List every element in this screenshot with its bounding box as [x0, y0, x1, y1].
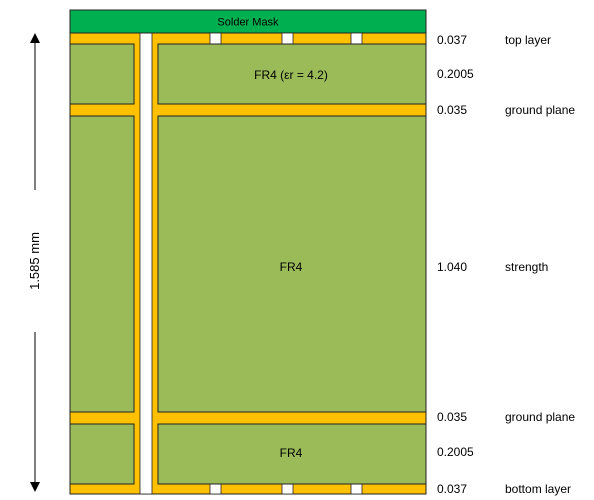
layer-thickness: 0.2005: [437, 445, 474, 459]
bottom-pad-gap: [350, 483, 363, 495]
fr4-bottom-dielectric-right: [157, 423, 427, 485]
via-hole: [139, 32, 153, 495]
thickness-dimension: 1.585 mm: [27, 33, 42, 492]
layer-thickness: 1.040: [437, 260, 467, 274]
fr4-core-right: [157, 115, 427, 413]
bottom-pad-gap: [281, 483, 294, 495]
layer-name: bottom layer: [505, 482, 571, 496]
dimension-arrow-bottom: [30, 482, 40, 492]
layer-thickness: 0.037: [437, 482, 467, 496]
bottom-pad-gap: [209, 483, 222, 495]
fr4-top-dielectric-label: FR4 (εr = 4.2): [254, 68, 328, 82]
fr4-top-dielectric-right: [157, 43, 427, 105]
top-pad-gap: [209, 32, 222, 45]
fr4-bottom-dielectric-label: FR4: [280, 446, 303, 460]
layer-name: strength: [505, 260, 548, 274]
fr4-core-label: FR4: [280, 260, 303, 274]
total-thickness-label: 1.585 mm: [27, 232, 42, 290]
fr4-bottom-dielectric-left: [69, 423, 135, 485]
layer-annotations: 0.037 top layer 0.2005 0.035 ground plan…: [437, 33, 575, 496]
dimension-arrow-top: [30, 33, 40, 43]
solder-mask-layer: [69, 9, 427, 34]
top-pad-gap: [350, 32, 363, 45]
layer-thickness: 0.035: [437, 103, 467, 117]
solder-mask-label: Solder Mask: [217, 17, 279, 29]
layer-thickness: 0.2005: [437, 67, 474, 81]
fr4-core-left: [69, 115, 135, 413]
layer-name: ground plane: [505, 103, 575, 117]
layer-thickness: 0.035: [437, 410, 467, 424]
layer-thickness: 0.037: [437, 33, 467, 47]
layer-name: top layer: [505, 33, 551, 47]
fr4-top-dielectric-left: [69, 43, 135, 105]
layer-name: ground plane: [505, 410, 575, 424]
top-pad-gap: [281, 32, 294, 45]
